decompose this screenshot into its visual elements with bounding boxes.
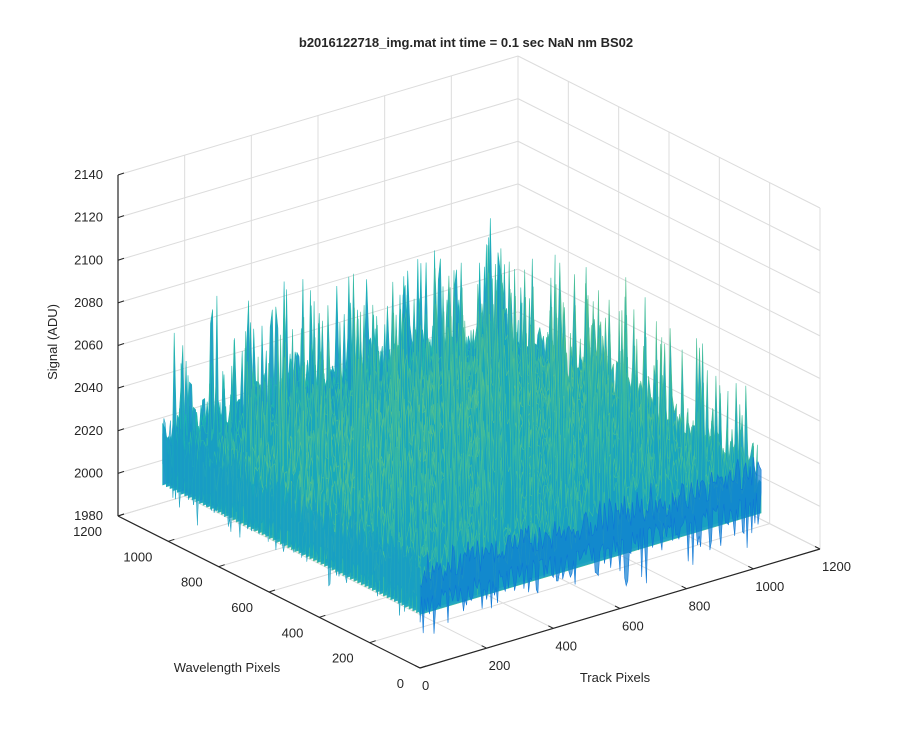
chart-title: b2016122718_img.mat int time = 0.1 sec N…	[299, 35, 633, 50]
y-tick-label: 600	[231, 600, 253, 615]
z-tick-mark	[117, 343, 125, 346]
y-tick-mark	[168, 538, 175, 542]
x-tick-mark	[548, 625, 554, 629]
x-axis-label: Track Pixels	[580, 670, 651, 685]
back-wall-grid-horizontal	[117, 98, 519, 219]
x-tick-label: 800	[689, 599, 711, 614]
x-tick-label: 200	[489, 658, 511, 673]
surface-layer	[162, 218, 762, 634]
surface-left-skirt	[162, 418, 421, 616]
z-tick-mark	[117, 300, 125, 304]
y-tick-label: 400	[282, 625, 304, 640]
x-tick-mark	[681, 585, 687, 590]
side-wall-grid-horizontal	[517, 98, 821, 252]
side-wall-grid-horizontal	[517, 140, 821, 294]
y-tick-label: 200	[332, 651, 354, 666]
z-tick-mark	[117, 215, 125, 219]
back-wall-grid-horizontal	[117, 55, 519, 176]
x-tick-mark	[414, 665, 421, 669]
x-tick-mark	[748, 565, 754, 570]
z-tick-label: 2040	[74, 380, 103, 395]
y-tick-mark	[319, 614, 326, 618]
z-tick-mark	[117, 172, 125, 176]
z-tick-mark	[117, 470, 125, 474]
z-tick-mark	[117, 513, 125, 517]
tick-labels: 0 200 400 600 800 1000 1200 0 200 400 600 800 1000 12…	[73, 167, 851, 693]
y-tick-label: 800	[181, 575, 203, 590]
y-tick-mark	[268, 589, 276, 593]
floor-grid-line-y	[369, 523, 770, 644]
x-tick-mark	[614, 605, 621, 609]
z-tick-label: 2080	[74, 295, 103, 310]
side-wall-grid-horizontal	[517, 183, 821, 337]
z-tick-label: 2020	[74, 423, 103, 438]
y-tick-mark	[218, 564, 225, 568]
axes-layer	[117, 172, 821, 669]
y-tick-label: 1200	[73, 524, 102, 539]
z-tick-mark	[117, 257, 125, 261]
surface-front-skirt	[419, 457, 762, 634]
y-axis-label: Wavelength Pixels	[174, 660, 281, 675]
z-tick-label: 2100	[74, 252, 103, 267]
y-tick-label: 1000	[123, 549, 152, 564]
z-tick-label: 1980	[74, 508, 103, 523]
side-wall-grid-horizontal	[517, 268, 821, 422]
side-wall-grid-horizontal	[517, 226, 821, 379]
side-wall-grid-horizontal	[517, 55, 821, 209]
back-wall-grid-horizontal	[117, 226, 519, 346]
back-wall-grid-horizontal	[117, 183, 519, 304]
z-axis-label: Signal (ADU)	[45, 304, 60, 380]
x-tick-label: 600	[622, 619, 644, 634]
x-tick-label: 400	[555, 638, 577, 653]
z-tick-mark	[117, 385, 125, 389]
back-wall-grid-horizontal	[117, 140, 519, 261]
x-tick-label: 1000	[755, 579, 784, 594]
z-tick-label: 2120	[74, 210, 103, 225]
y-tick-label: 0	[397, 676, 404, 691]
y-tick-mark	[369, 640, 376, 644]
z-tick-mark	[117, 428, 125, 432]
x-tick-label: 1200	[822, 559, 851, 574]
z-tick-label: 2060	[74, 338, 103, 353]
x-tick-label: 0	[422, 678, 429, 693]
x-tick-mark	[481, 645, 487, 649]
x-tick-mark	[814, 546, 821, 550]
y-tick-mark	[419, 665, 427, 669]
z-tick-label: 2140	[74, 167, 103, 182]
z-tick-label: 2000	[74, 465, 103, 480]
